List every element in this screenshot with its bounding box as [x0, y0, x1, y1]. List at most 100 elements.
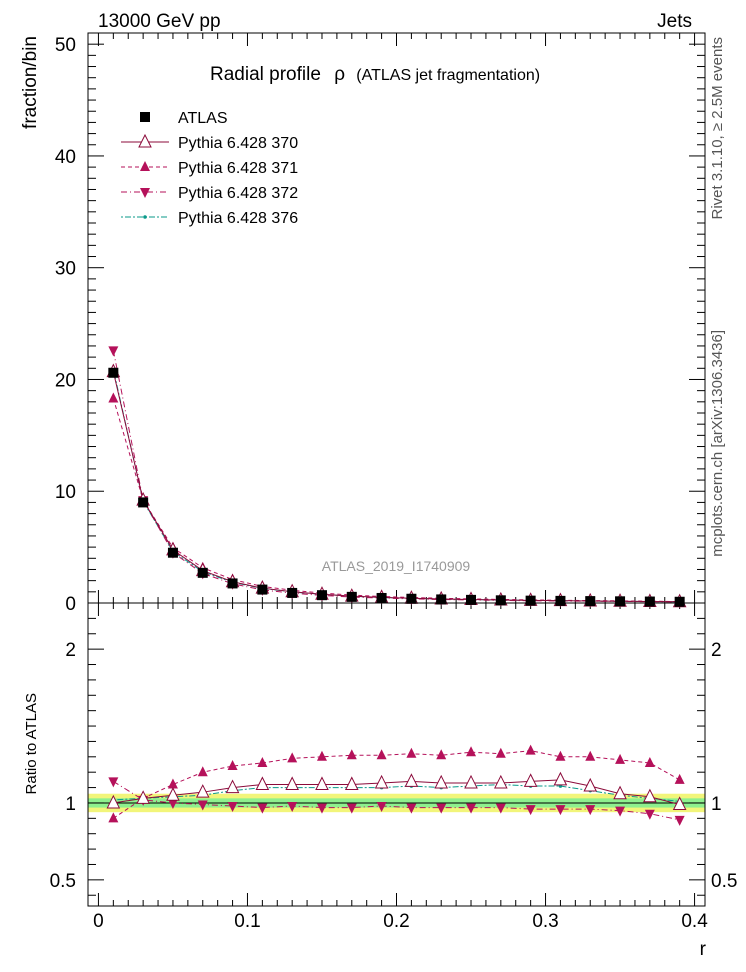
ratio-point [674, 773, 685, 784]
ratio-point [404, 773, 419, 787]
ratio-point [197, 766, 208, 777]
side-label-rivet: Rivet 3.1.10, ≥ 2.5M events [709, 37, 726, 220]
ratio-point [466, 803, 477, 814]
ratio-point [585, 750, 596, 761]
x-tick-label: 0 [93, 911, 104, 932]
series-layer [106, 346, 687, 826]
x-tick-label: 0.1 [234, 911, 260, 932]
ratio-point [227, 760, 238, 771]
legend-marker [138, 133, 152, 148]
data-point [167, 547, 178, 558]
ratio-point [643, 788, 657, 803]
y-tick-label: 1 [65, 794, 76, 815]
ratio-point [495, 747, 506, 758]
y-tick-label: 2 [65, 640, 76, 661]
ratio-point [613, 785, 627, 800]
data-point [257, 584, 268, 595]
ratio-point [315, 776, 329, 790]
ratio-point [525, 805, 536, 816]
data-point [287, 587, 298, 598]
watermark: ATLAS_2019_I1740909 [322, 558, 471, 574]
header-right: Jets [657, 11, 692, 32]
ratio-point [166, 787, 180, 801]
data-point [525, 595, 536, 606]
ratio-point [644, 809, 655, 820]
header-left: 13000 GeV pp [98, 11, 221, 32]
ratio-point [434, 774, 449, 789]
ratio-point [344, 776, 359, 790]
ratio-line [113, 779, 680, 805]
y-axis-label-main: fraction/bin [20, 36, 41, 129]
data-point [615, 596, 626, 607]
legend-label: Pythia 6.428 372 [178, 185, 298, 202]
legend-label: Pythia 6.428 370 [178, 135, 298, 152]
data-point [376, 592, 387, 603]
y-tick-label: 40 [55, 147, 76, 168]
data-point [436, 594, 447, 605]
ratio-point [674, 815, 685, 826]
ratio-point [374, 774, 389, 789]
x-tick-label: 0.2 [383, 911, 409, 932]
y-tick-label: 2 [711, 640, 722, 661]
ratio-point [436, 749, 447, 760]
ratio-point [257, 756, 268, 767]
ratio-point [523, 773, 538, 787]
ratio-point [644, 756, 655, 767]
ratio-point [106, 794, 121, 809]
ratio-point [672, 796, 687, 810]
ratio-point [615, 753, 626, 764]
ratio-point [285, 776, 299, 790]
y-tick-label: 0 [65, 594, 76, 615]
y-tick-label: 30 [55, 259, 76, 280]
ratio-point [494, 774, 508, 789]
data-point [585, 596, 596, 607]
ratio-point [108, 812, 119, 823]
data-point [495, 595, 506, 606]
ratio-point [406, 747, 417, 758]
ratio-point [195, 784, 210, 798]
ratio-point [167, 778, 178, 789]
x-tick-label: 0.3 [532, 911, 558, 932]
data-point [108, 346, 119, 357]
data-point [316, 590, 327, 601]
side-label-mcplots: mcplots.cern.ch [arXiv:1306.3436] [709, 330, 726, 557]
ratio-point [555, 805, 566, 816]
data-point [346, 591, 357, 602]
ratio-point [346, 803, 357, 814]
y-tick-label: 0.5 [50, 871, 76, 892]
legend-marker [140, 188, 150, 198]
series-line [112, 350, 680, 603]
data-point [466, 594, 477, 605]
data-point [555, 595, 566, 606]
y-axis-label-ratio: Ratio to ATLAS [23, 693, 40, 794]
ratio-point [316, 750, 327, 761]
data-point [197, 567, 208, 578]
y-tick-label: 1 [711, 794, 722, 815]
tick-labels: 0 0.1 0.2 0.3 0.4 0 10 20 30 40 50 0.5 0.5 1 1 2 2 [50, 35, 738, 932]
legend-marker [143, 215, 147, 219]
ratio-point [376, 802, 387, 813]
ratio-point [495, 803, 506, 814]
ratio-plot-frame [87, 602, 706, 907]
ratio-line [113, 780, 680, 821]
ratio-point [376, 749, 387, 760]
legend-marker [140, 161, 150, 171]
ratio-point [136, 790, 150, 804]
ratio-point [583, 777, 598, 792]
ratio-point [615, 806, 626, 817]
chart-title-main: Radial profile [210, 64, 321, 85]
x-axis-label: r [700, 939, 707, 960]
data-point [108, 392, 119, 403]
ratio-point [227, 802, 238, 813]
legend-label: Pythia 6.428 371 [178, 160, 298, 177]
data-point [227, 578, 238, 589]
y-tick-label: 50 [55, 35, 76, 56]
ratio-line [113, 750, 680, 819]
ratio-point [255, 776, 270, 790]
ratio-point [108, 777, 119, 788]
data-point [644, 596, 655, 607]
chart-title: Radial profile ρ (ATLAS jet fragmentatio… [210, 64, 540, 85]
ratio-point [464, 774, 478, 789]
ratio-point [316, 803, 327, 814]
chart-title-symbol: ρ [334, 64, 345, 85]
